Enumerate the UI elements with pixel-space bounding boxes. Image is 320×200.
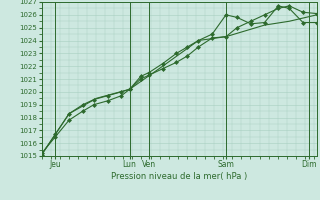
- X-axis label: Pression niveau de la mer( hPa ): Pression niveau de la mer( hPa ): [111, 172, 247, 181]
